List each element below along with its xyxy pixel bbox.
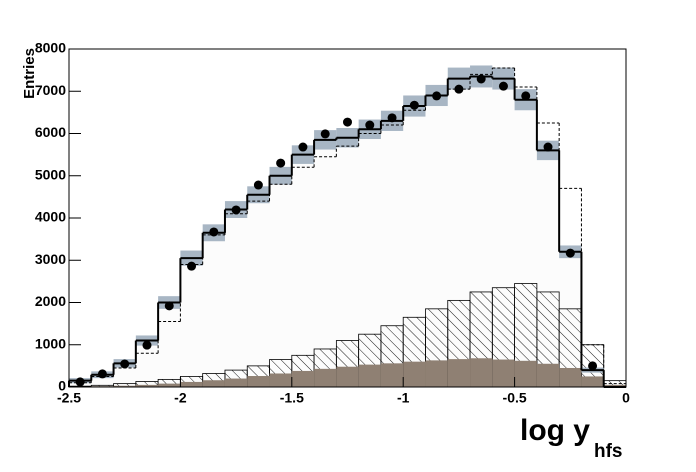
- mc-fill: [358, 129, 381, 387]
- data-point: [365, 120, 375, 130]
- data-point: [276, 158, 286, 168]
- mc-fill: [202, 232, 225, 387]
- bar: [269, 373, 292, 387]
- data-point: [75, 377, 85, 387]
- data-point: [521, 91, 531, 101]
- data-point: [120, 359, 130, 369]
- bar: [403, 361, 426, 387]
- y-axis-label: Entries: [21, 48, 38, 99]
- y-tick-label: 4000: [35, 209, 66, 225]
- x-tick-label: -1.5: [280, 390, 304, 406]
- bar: [425, 360, 448, 387]
- mc-fill: [314, 139, 337, 387]
- bar: [514, 360, 537, 387]
- data-point: [432, 91, 442, 101]
- bar: [581, 376, 604, 387]
- bar: [158, 383, 181, 387]
- bar: [135, 384, 159, 387]
- mc-fill: [180, 258, 203, 387]
- bar: [358, 364, 381, 387]
- y-tick-label: 6000: [35, 124, 66, 140]
- x-tick-label: -2: [174, 390, 187, 406]
- y-tick-label: 7000: [35, 82, 66, 98]
- mc-fill: [135, 340, 159, 387]
- x-axis-label: log y: [520, 414, 590, 447]
- data-point: [543, 142, 553, 152]
- bar: [536, 363, 560, 387]
- data-point: [187, 261, 197, 271]
- bar: [470, 358, 493, 387]
- bar: [314, 368, 337, 387]
- data-point: [164, 301, 174, 311]
- data-point: [142, 340, 152, 350]
- data-point: [298, 142, 308, 152]
- mc-fill: [336, 137, 359, 387]
- bar: [336, 366, 359, 387]
- data-point: [253, 180, 263, 190]
- bar: [113, 385, 136, 387]
- bar: [180, 381, 203, 387]
- mc-fill: [224, 209, 248, 387]
- bar: [492, 359, 515, 387]
- bar: [247, 376, 270, 387]
- bar: [202, 380, 225, 387]
- data-point: [387, 113, 397, 123]
- data-point: [409, 100, 419, 110]
- mc-fill: [380, 120, 404, 387]
- mc-fill: [269, 175, 292, 387]
- data-point: [320, 129, 330, 139]
- data-point: [97, 369, 107, 379]
- bar: [291, 370, 315, 387]
- bar: [603, 384, 626, 387]
- mc-fill: [113, 363, 136, 387]
- data-point: [588, 361, 598, 371]
- x-tick-label: -0.5: [503, 390, 527, 406]
- mc-fill: [247, 194, 270, 387]
- y-tick-label: 2000: [35, 293, 66, 309]
- y-tick-label: 1000: [35, 335, 66, 351]
- bar: [224, 378, 248, 387]
- y-tick-label: 5000: [35, 166, 66, 182]
- x-tick-label: 0: [622, 390, 630, 406]
- bar: [447, 359, 471, 387]
- data-point: [231, 205, 241, 215]
- data-point: [209, 227, 219, 237]
- bar: [380, 363, 404, 387]
- x-axis-label-subscript: hfs: [594, 441, 623, 462]
- y-tick-label: 3000: [35, 251, 66, 267]
- bar: [559, 367, 582, 387]
- y-tick-label: 8000: [35, 40, 66, 56]
- data-point: [498, 81, 508, 91]
- data-point: [476, 74, 486, 84]
- x-tick-label: -2.5: [57, 390, 81, 406]
- mc-fill: [158, 302, 181, 387]
- mc-fill: [403, 106, 426, 387]
- data-point: [454, 84, 464, 94]
- x-tick-label: -1: [397, 390, 410, 406]
- data-point: [565, 248, 575, 258]
- mc-fill: [291, 154, 315, 387]
- plot-area: [68, 65, 627, 388]
- data-point: [343, 117, 352, 127]
- y-tick-label: 0: [58, 378, 66, 394]
